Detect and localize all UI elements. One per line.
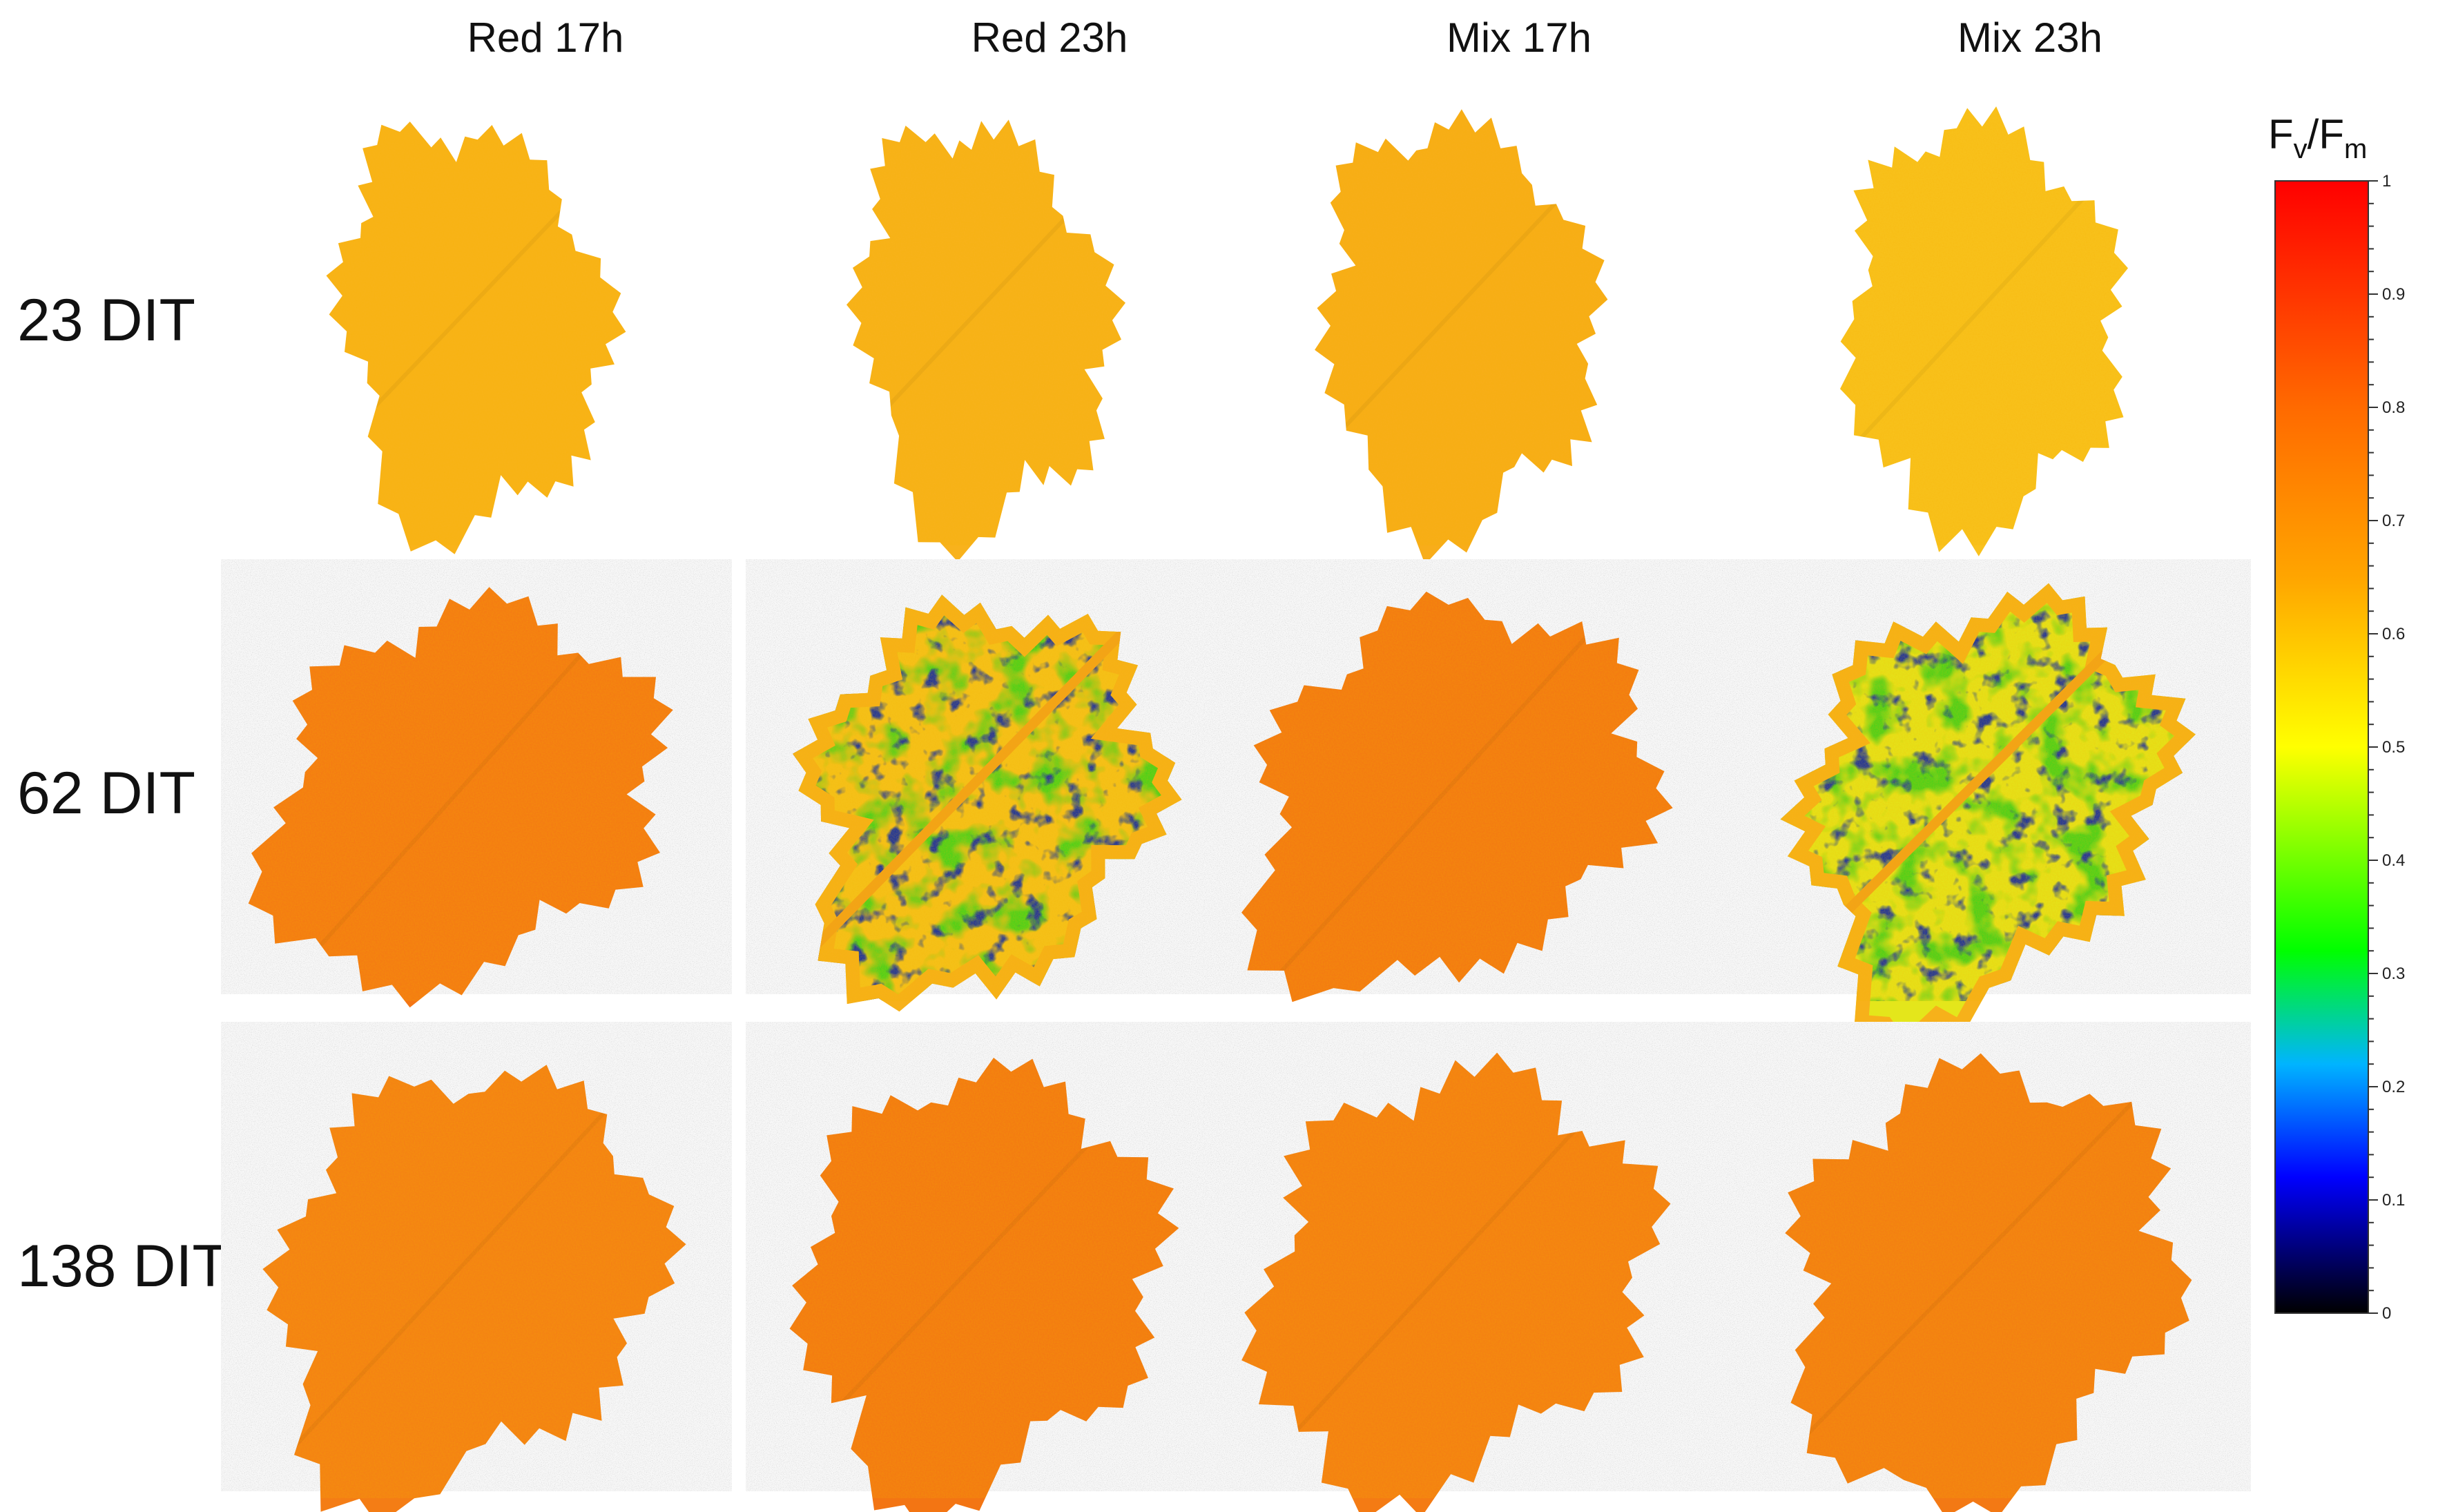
colorbar-tick-label: 0.8 [2382, 398, 2405, 417]
column-label-mix-17h: Mix 17h [1446, 14, 1592, 61]
leaf-panel-138-dit-red-17h [221, 1022, 732, 1512]
colorbar-tick-label: 0.4 [2382, 851, 2405, 870]
leaf-panel-23-dit-mix-17h [1315, 109, 1608, 565]
colorbar-title: Fv/Fm [2268, 111, 2368, 164]
row-label-62-dit: 62 DIT [17, 760, 196, 826]
row-label-23-dit: 23 DIT [17, 287, 196, 353]
row-label-138-dit: 138 DIT [17, 1233, 229, 1299]
column-label-red-23h: Red 23h [971, 14, 1128, 61]
leaf-panel-23-dit-red-17h [326, 122, 626, 554]
leaf-texture [847, 119, 1125, 545]
leaf-panel-23-dit-red-23h [847, 119, 1125, 562]
leaf-panel-138-dit-mix-23h [1726, 1022, 2251, 1512]
colorbar: 1 0.9 0.8 0.7 0.6 0.5 0.4 0.3 0.2 0.1 0 [2274, 172, 2405, 1323]
colorbar-tick-label: 0.3 [2382, 965, 2405, 983]
colorbar-tick-label: 0.7 [2382, 512, 2405, 530]
leaf-texture [1840, 106, 2128, 545]
leaf-panel-62-dit-red-23h [746, 559, 1229, 1012]
colorbar-tick-label: 0 [2382, 1304, 2391, 1323]
colorbar-tick-label: 0.5 [2382, 738, 2405, 757]
colorbar-tick-label: 0.2 [2382, 1078, 2405, 1096]
leaf-panel-138-dit-red-23h [746, 1022, 1229, 1512]
colorbar-gradient [2274, 180, 2369, 1314]
leaf-texture [1315, 109, 1608, 545]
colorbar-tick-label: 1 [2382, 172, 2391, 191]
leaf-panel-62-dit-red-17h [221, 559, 732, 1008]
leaf-texture [326, 122, 626, 545]
leaf-panel-138-dit-mix-17h [1201, 1022, 1726, 1512]
leaf-panel-62-dit-mix-23h [1726, 559, 2251, 1058]
column-label-mix-23h: Mix 23h [1957, 14, 2103, 61]
colorbar-tick-label: 0.6 [2382, 625, 2405, 643]
colorbar-tick-label: 0.1 [2382, 1191, 2405, 1210]
leaf-panel-23-dit-mix-23h [1840, 106, 2128, 556]
column-label-red-17h: Red 17h [467, 14, 624, 61]
leaf-panel-62-dit-mix-17h [1201, 559, 1726, 1002]
colorbar-tick-label: 0.9 [2382, 285, 2405, 304]
